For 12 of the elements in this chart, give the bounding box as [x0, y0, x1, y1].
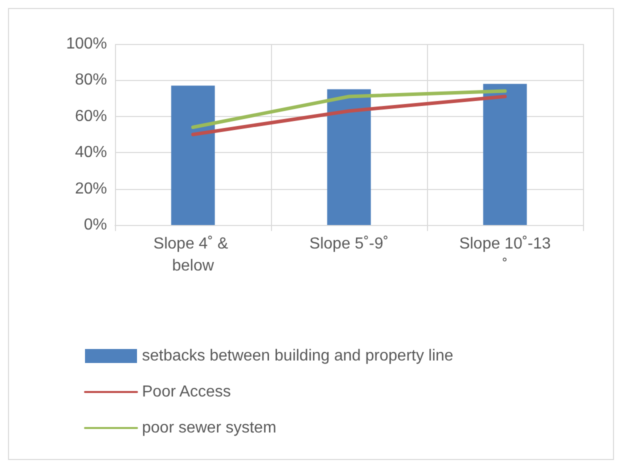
y-tick-label: 60% [74, 108, 107, 125]
legend-label: poor sewer system [142, 420, 276, 436]
x-tick-label: Slope 10˚-13˚ [459, 236, 551, 274]
y-tick-label: 80% [74, 72, 107, 89]
y-tick-label: 40% [74, 144, 107, 162]
x-tick-label: Slope 5˚-9˚ [309, 236, 389, 252]
y-tick-label: 100% [66, 36, 107, 52]
y-tick-label: 0% [84, 216, 107, 234]
legend-label: Poor Access [142, 384, 231, 400]
y-tick-label: 20% [74, 180, 107, 198]
x-tick-label: Slope 4˚ & below [153, 236, 233, 274]
legend-label: setbacks between building and property line [142, 348, 454, 364]
